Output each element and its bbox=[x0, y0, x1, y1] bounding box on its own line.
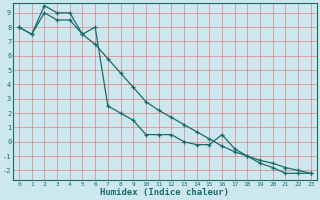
X-axis label: Humidex (Indice chaleur): Humidex (Indice chaleur) bbox=[100, 188, 229, 197]
